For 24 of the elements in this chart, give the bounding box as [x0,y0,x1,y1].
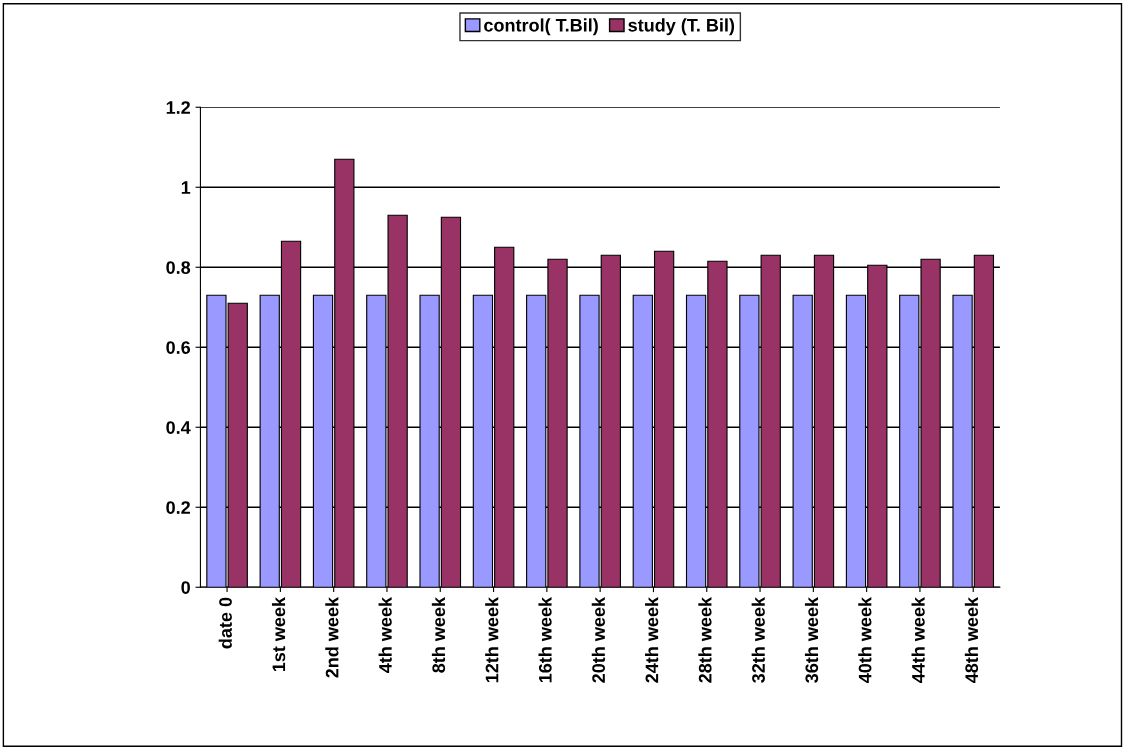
y-tick-label: 0.2 [166,501,190,514]
x-tick-label: 24th week [645,596,659,683]
y-tick-label: 0.4 [166,421,191,434]
x-tick-label: 16th week [538,596,552,683]
x-tick-label: 1st week [271,596,286,672]
y-tick-label: 0.6 [166,341,191,354]
y-tick-label: 1 [181,181,191,194]
y-tick-label: 0.8 [166,261,191,274]
x-tick-label: 48th week [964,596,979,683]
x-tick-label: 4th week [378,596,392,673]
x-tick-label: 2nd week [325,596,339,678]
x-tick-label: 8th week [431,596,446,673]
y-tick-label: 0 [181,581,190,594]
x-tick-label: 28th week [698,596,712,683]
y-tick-label: 1.2 [166,101,190,114]
x-tick-label: 36th week [804,596,819,683]
x-tick-label: 40th week [858,596,872,683]
x-tick-label: 12th week [485,596,499,683]
x-tick-label: 32th week [751,596,765,683]
legend-label: control( T.Bil) [484,18,598,36]
x-tick-label: date 0 [218,597,232,649]
legend-label: study (T. Bil) [628,18,735,36]
x-tick-label: 20th week [591,596,605,683]
x-tick-label: 44th week [911,596,925,683]
